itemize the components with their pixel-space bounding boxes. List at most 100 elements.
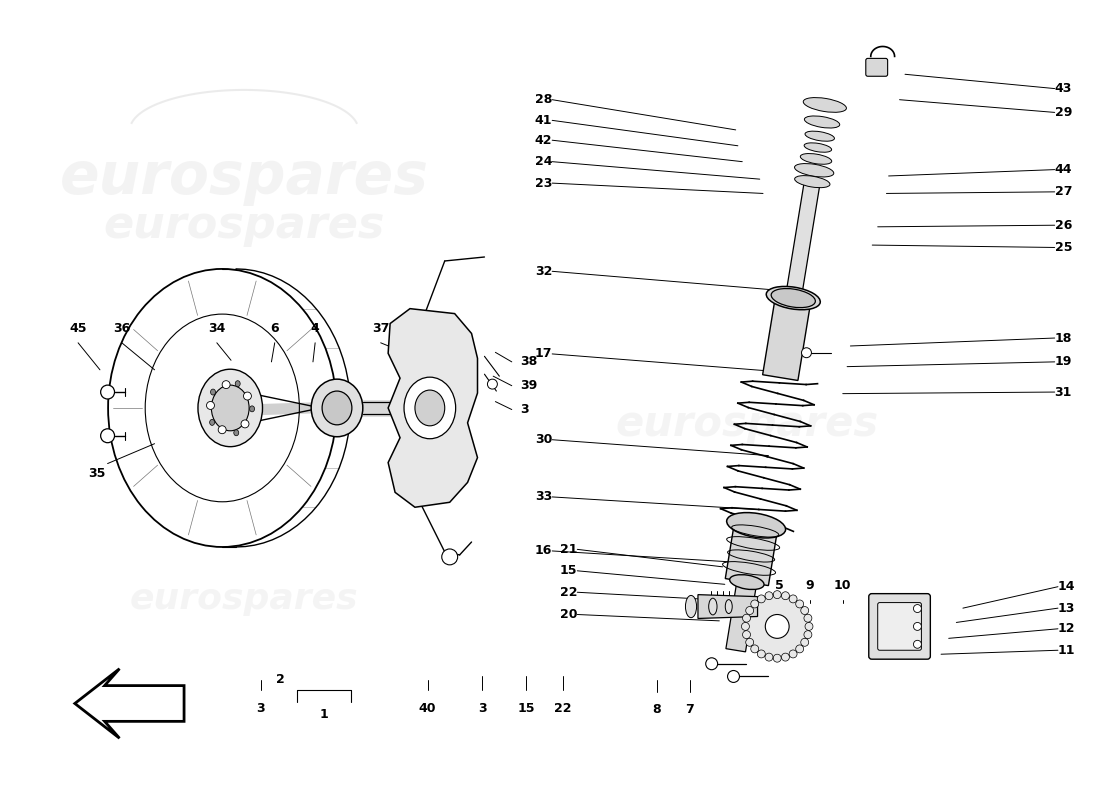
Ellipse shape <box>804 143 832 152</box>
Circle shape <box>746 594 808 658</box>
Text: 25: 25 <box>1055 241 1072 254</box>
Polygon shape <box>388 309 477 507</box>
Text: 6: 6 <box>271 322 279 335</box>
Text: eurospares: eurospares <box>103 204 385 246</box>
Circle shape <box>757 650 766 658</box>
Circle shape <box>781 592 790 600</box>
Text: 17: 17 <box>535 347 552 361</box>
Text: 4: 4 <box>311 322 319 335</box>
Circle shape <box>742 614 750 622</box>
Ellipse shape <box>708 598 717 615</box>
Ellipse shape <box>210 419 214 426</box>
Circle shape <box>913 605 922 613</box>
Ellipse shape <box>801 154 832 164</box>
Text: 29: 29 <box>1055 106 1072 119</box>
Ellipse shape <box>727 513 785 538</box>
Circle shape <box>805 622 813 630</box>
Text: 1: 1 <box>319 708 328 721</box>
FancyBboxPatch shape <box>866 58 888 76</box>
Ellipse shape <box>234 430 239 436</box>
Circle shape <box>487 379 497 389</box>
Text: 15: 15 <box>517 702 535 715</box>
Circle shape <box>801 606 808 614</box>
Text: 16: 16 <box>535 545 552 558</box>
Polygon shape <box>785 183 820 299</box>
Circle shape <box>764 592 773 600</box>
Text: 34: 34 <box>208 322 226 335</box>
Text: 30: 30 <box>535 434 552 446</box>
Circle shape <box>742 630 750 638</box>
Circle shape <box>218 426 227 434</box>
Ellipse shape <box>211 385 249 430</box>
Text: 10: 10 <box>834 579 851 592</box>
Text: 21: 21 <box>560 543 578 556</box>
Text: 3: 3 <box>478 702 486 715</box>
Polygon shape <box>762 295 811 381</box>
Circle shape <box>241 420 249 428</box>
Ellipse shape <box>794 176 830 188</box>
Text: eurospares: eurospares <box>59 149 429 206</box>
Ellipse shape <box>311 379 363 437</box>
Text: 9: 9 <box>805 579 814 592</box>
Text: 28: 28 <box>535 94 552 106</box>
Ellipse shape <box>415 390 444 426</box>
Text: 32: 32 <box>535 265 552 278</box>
Ellipse shape <box>729 574 764 590</box>
Ellipse shape <box>725 600 733 614</box>
Text: 20: 20 <box>560 608 578 621</box>
Circle shape <box>207 402 215 410</box>
Ellipse shape <box>250 406 254 412</box>
Circle shape <box>804 630 812 638</box>
Circle shape <box>773 590 781 598</box>
Text: eurospares: eurospares <box>130 582 359 616</box>
Polygon shape <box>726 581 757 652</box>
Text: 7: 7 <box>685 703 694 717</box>
Circle shape <box>764 653 773 661</box>
Text: 13: 13 <box>1058 602 1076 614</box>
Text: 27: 27 <box>1055 186 1072 198</box>
Ellipse shape <box>322 391 352 425</box>
Text: 36: 36 <box>113 322 131 335</box>
Circle shape <box>789 650 797 658</box>
Text: 2: 2 <box>276 673 285 686</box>
Circle shape <box>795 600 804 608</box>
Circle shape <box>442 549 458 565</box>
Text: 39: 39 <box>520 379 537 392</box>
Text: 45: 45 <box>69 322 87 335</box>
Text: 19: 19 <box>1055 355 1072 368</box>
Circle shape <box>746 606 754 614</box>
Circle shape <box>801 638 808 646</box>
Ellipse shape <box>235 381 240 386</box>
Text: 18: 18 <box>1055 331 1072 345</box>
Circle shape <box>741 622 749 630</box>
Text: 40: 40 <box>419 702 437 715</box>
FancyBboxPatch shape <box>878 602 922 650</box>
Ellipse shape <box>685 595 696 618</box>
Circle shape <box>757 595 766 603</box>
Text: 38: 38 <box>520 355 537 368</box>
Text: 11: 11 <box>1058 644 1076 657</box>
Ellipse shape <box>404 377 455 438</box>
Ellipse shape <box>803 98 846 112</box>
Circle shape <box>913 622 922 630</box>
Text: 44: 44 <box>1055 163 1072 176</box>
Ellipse shape <box>794 163 834 177</box>
Ellipse shape <box>804 116 839 128</box>
Polygon shape <box>725 522 778 586</box>
Circle shape <box>802 348 812 358</box>
Ellipse shape <box>767 286 821 310</box>
Polygon shape <box>698 594 758 618</box>
Circle shape <box>766 614 789 638</box>
Circle shape <box>781 653 790 661</box>
Text: 12: 12 <box>1058 622 1076 635</box>
FancyBboxPatch shape <box>869 594 931 659</box>
Circle shape <box>795 645 804 653</box>
Circle shape <box>100 429 114 442</box>
Circle shape <box>751 600 759 608</box>
Circle shape <box>751 645 759 653</box>
Circle shape <box>706 658 717 670</box>
Text: eurospares: eurospares <box>615 403 878 445</box>
Ellipse shape <box>805 131 835 142</box>
Text: 43: 43 <box>1055 82 1072 95</box>
Circle shape <box>789 595 797 603</box>
